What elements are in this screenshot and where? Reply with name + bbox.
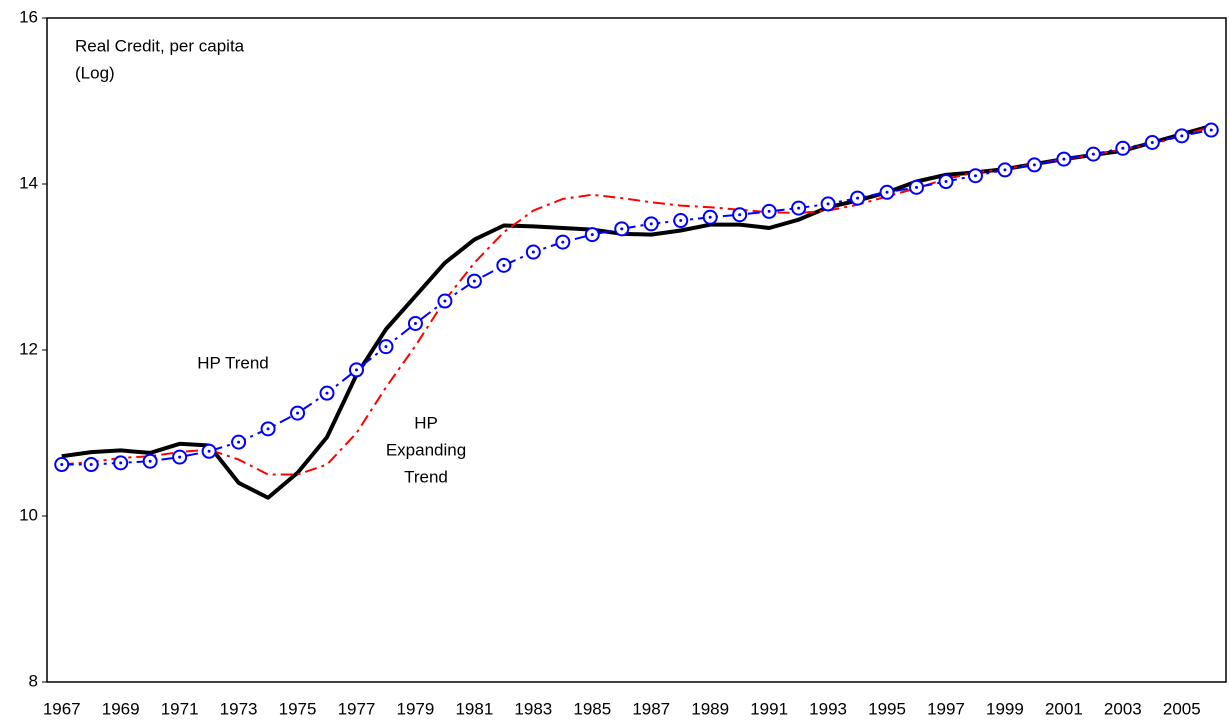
y-tick-label: 10 xyxy=(19,505,38,524)
marker-dot xyxy=(973,174,977,178)
marker-dot xyxy=(561,240,565,244)
marker-dot xyxy=(354,368,358,372)
marker-dot xyxy=(738,213,742,217)
x-tick-label: 1971 xyxy=(161,699,199,718)
marker-dot xyxy=(708,215,712,219)
x-tick-label: 2005 xyxy=(1163,699,1201,718)
annotation: Expanding xyxy=(386,440,466,459)
marker-dot xyxy=(119,461,123,465)
marker-dot xyxy=(266,427,270,431)
marker-dot xyxy=(797,206,801,210)
marker-dot xyxy=(531,250,535,254)
marker-dot xyxy=(1209,128,1213,132)
marker-dot xyxy=(296,411,300,415)
marker-dot xyxy=(237,440,241,444)
x-tick-label: 1977 xyxy=(338,699,376,718)
x-tick-label: 1991 xyxy=(750,699,788,718)
marker-dot xyxy=(767,209,771,213)
x-tick-label: 1989 xyxy=(691,699,729,718)
x-tick-label: 1995 xyxy=(868,699,906,718)
series-line xyxy=(61,125,1212,476)
marker-dot xyxy=(1091,152,1095,156)
marker-dot xyxy=(1062,157,1066,161)
y-tick-label: 12 xyxy=(19,339,38,358)
marker-dot xyxy=(620,227,624,231)
marker-dot xyxy=(649,222,653,226)
x-tick-label: 1993 xyxy=(809,699,847,718)
x-tick-label: 1983 xyxy=(514,699,552,718)
annotation: HP xyxy=(414,413,438,432)
marker-dot xyxy=(590,233,594,237)
annotation: Real Credit, per capita xyxy=(75,36,245,55)
y-tick-label: 16 xyxy=(19,7,38,26)
annotation: HP Trend xyxy=(197,353,269,372)
marker-dot xyxy=(856,196,860,200)
marker-dot xyxy=(325,391,329,395)
marker-dot xyxy=(1180,134,1184,138)
x-tick-label: 1967 xyxy=(43,699,81,718)
x-tick-label: 1975 xyxy=(279,699,317,718)
y-tick-label: 8 xyxy=(29,671,38,690)
marker-dot xyxy=(60,463,64,467)
marker-dot xyxy=(207,449,211,453)
marker-dot xyxy=(826,202,830,206)
marker-dot xyxy=(1150,141,1154,144)
x-tick-label: 1981 xyxy=(455,699,493,718)
annotation: (Log) xyxy=(75,63,115,82)
marker-dot xyxy=(885,190,889,194)
marker-dot xyxy=(148,459,152,463)
x-tick-label: 1973 xyxy=(220,699,258,718)
x-tick-label: 1987 xyxy=(632,699,670,718)
marker-dot xyxy=(472,279,476,283)
y-tick-label: 14 xyxy=(19,173,38,192)
x-tick-label: 1997 xyxy=(927,699,965,718)
x-tick-label: 2001 xyxy=(1045,699,1083,718)
annotation: Trend xyxy=(404,467,448,486)
marker-dot xyxy=(679,219,683,223)
marker-dot xyxy=(413,321,417,325)
marker-dot xyxy=(915,185,919,189)
marker-dot xyxy=(443,299,447,303)
marker-dot xyxy=(1121,146,1125,150)
x-tick-label: 1999 xyxy=(986,699,1024,718)
marker-dot xyxy=(944,180,948,184)
marker-dot xyxy=(89,463,93,467)
x-tick-label: 2003 xyxy=(1104,699,1142,718)
marker-dot xyxy=(1003,168,1007,172)
x-tick-label: 1969 xyxy=(102,699,140,718)
x-tick-label: 1985 xyxy=(573,699,611,718)
marker-dot xyxy=(178,455,182,459)
series-line xyxy=(61,129,1212,466)
marker-dot xyxy=(1032,163,1036,167)
x-tick-label: 1979 xyxy=(397,699,435,718)
plot-frame xyxy=(46,17,1227,683)
marker-dot xyxy=(384,345,388,349)
marker-dot xyxy=(502,263,506,267)
